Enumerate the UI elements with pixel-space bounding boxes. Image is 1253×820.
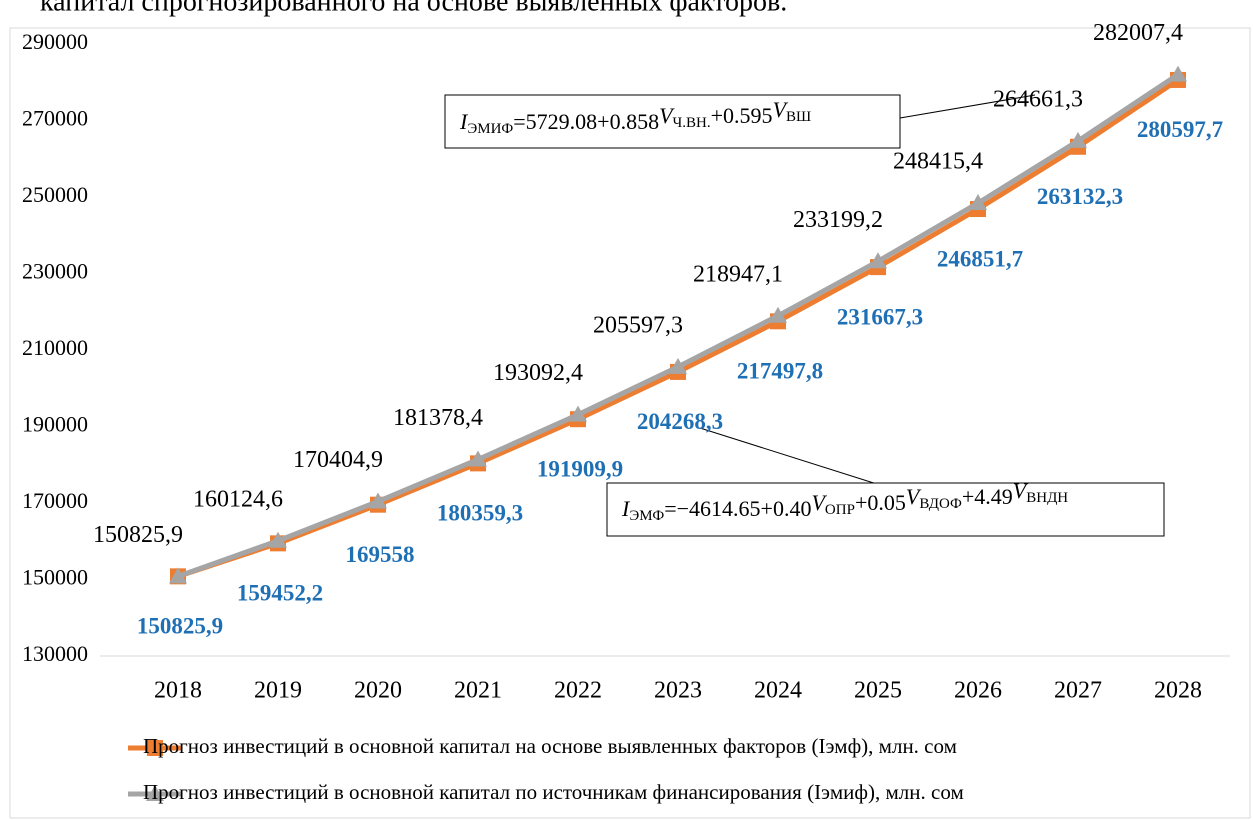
annotation-part: Ч.ВН. — [673, 115, 711, 131]
y-tick-label: 250000 — [22, 182, 88, 207]
data-label: 159452,2 — [237, 581, 323, 606]
x-tick-label: 2024 — [754, 678, 802, 704]
annotation-part: ВНДН — [1026, 490, 1068, 506]
marker — [269, 531, 287, 548]
annotation-part: ВДОФ — [919, 496, 962, 512]
marker — [169, 567, 187, 584]
annotation: IЭМИФ=5729.08+0.858VЧ.ВН.+0.595VВШ — [444, 94, 901, 149]
marker — [869, 252, 887, 269]
caption: капитал спрогнозированного на основе выя… — [40, 0, 787, 17]
annotation-part: =5729.08+0.858 — [513, 109, 659, 134]
leader-line — [899, 94, 1036, 119]
y-tick-label: 290000 — [22, 29, 88, 54]
annotation-part: =−4614.65+0.40 — [664, 496, 811, 521]
annotation-part: ЭМИФ — [467, 121, 513, 137]
data-label: 160124,6 — [193, 486, 283, 512]
data-label: 282007,4 — [1093, 20, 1183, 46]
y-tick-label: 210000 — [22, 335, 88, 360]
annotation-part: V — [659, 103, 675, 128]
x-tick-label: 2021 — [454, 678, 502, 704]
data-label: 217497,8 — [737, 359, 823, 384]
y-tick-label: 230000 — [22, 259, 88, 284]
data-label: 248415,4 — [893, 149, 983, 175]
data-label: 263132,3 — [1037, 184, 1123, 209]
data-label: 233199,2 — [793, 207, 883, 233]
data-label: 150825,9 — [93, 522, 183, 548]
marker — [1169, 65, 1187, 82]
marker — [147, 740, 163, 756]
marker — [469, 450, 487, 467]
annotation-part: ЭМФ — [629, 508, 664, 524]
marker — [369, 492, 387, 509]
chart-frame — [9, 27, 1251, 819]
y-tick-label: 270000 — [22, 106, 88, 131]
data-label: 181378,4 — [393, 405, 483, 431]
annotation-part: V — [773, 97, 789, 122]
data-label: 150825,9 — [137, 614, 223, 639]
y-tick-label: 170000 — [22, 488, 88, 513]
marker — [769, 306, 787, 323]
x-tick-label: 2018 — [154, 678, 202, 704]
data-label: 204268,3 — [637, 409, 723, 434]
svg-text:IЭМФ=−4614.65+0.40VОПР+0.05VВД: IЭМФ=−4614.65+0.40VОПР+0.05VВДОФ+4.49VВН… — [621, 478, 1068, 524]
legend-label: Прогноз инвестиций в основной капитал на… — [143, 734, 957, 758]
data-label: 231667,3 — [837, 304, 923, 329]
y-tick-label: 190000 — [22, 412, 88, 437]
x-tick-label: 2020 — [354, 678, 402, 704]
data-label: 193092,4 — [493, 360, 583, 386]
marker — [569, 405, 587, 422]
data-label: 264661,3 — [993, 86, 1083, 112]
data-label: 246851,7 — [937, 246, 1023, 271]
data-label: 170404,9 — [293, 447, 383, 473]
x-tick-label: 2023 — [654, 678, 702, 704]
x-tick-label: 2019 — [254, 678, 302, 704]
x-tick-label: 2028 — [1154, 678, 1202, 704]
annotation-part: V — [1013, 478, 1029, 503]
annotation-part: +4.49 — [962, 484, 1013, 509]
annotation-part: V — [811, 490, 827, 515]
annotation-part: +0.595 — [711, 103, 773, 128]
y-tick-label: 130000 — [22, 641, 88, 666]
data-label: 180359,3 — [437, 501, 523, 526]
y-tick-label: 150000 — [22, 565, 88, 590]
marker — [969, 194, 987, 211]
x-tick-label: 2022 — [554, 678, 602, 704]
svg-text:IЭМИФ=5729.08+0.858VЧ.ВН.+0.59: IЭМИФ=5729.08+0.858VЧ.ВН.+0.595VВШ — [459, 97, 811, 137]
marker — [146, 785, 164, 801]
data-label: 280597,7 — [1137, 117, 1223, 142]
leader-line — [699, 427, 881, 486]
annotation-part: ВШ — [786, 109, 811, 125]
x-tick-label: 2026 — [954, 678, 1002, 704]
annotation-part: I — [621, 496, 631, 521]
annotation: IЭМФ=−4614.65+0.40VОПР+0.05VВДОФ+4.49VВН… — [606, 478, 1165, 537]
annotation-part: I — [459, 109, 469, 134]
annotation-part: +0.05 — [855, 490, 906, 515]
x-tick-label: 2027 — [1054, 678, 1102, 704]
legend-label: Прогноз инвестиций в основной капитал по… — [143, 780, 964, 804]
marker — [1069, 131, 1087, 148]
x-tick-label: 2025 — [854, 678, 902, 704]
data-label: 191909,9 — [537, 456, 623, 481]
data-label: 205597,3 — [593, 312, 683, 338]
data-label: 218947,1 — [693, 261, 783, 287]
annotation-part: ОПР — [825, 502, 855, 518]
data-label: 169558 — [346, 542, 415, 567]
marker — [669, 357, 687, 374]
annotation-part: V — [906, 484, 922, 509]
